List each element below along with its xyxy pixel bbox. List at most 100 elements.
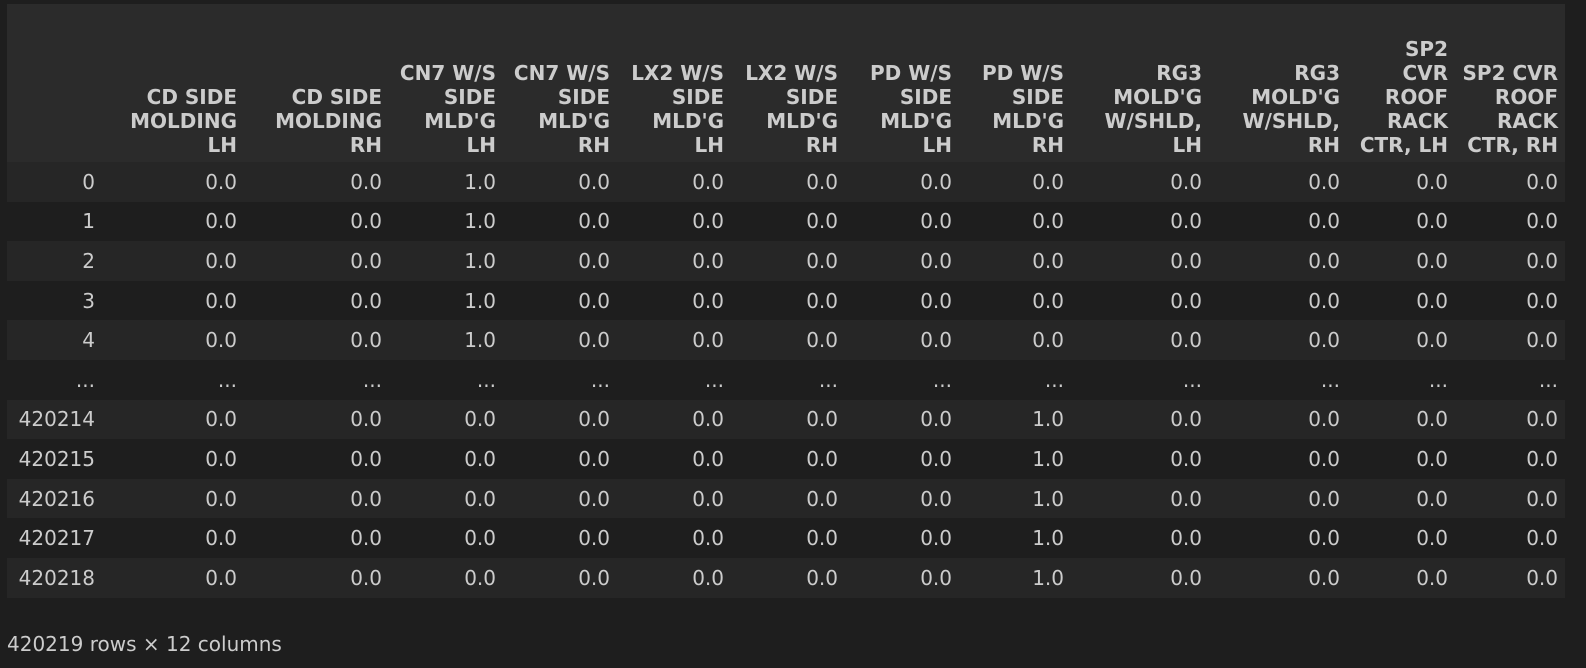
table-row: 420215 0.0 0.0 0.0 0.0 0.0 0.0 0.0 1.0 0.0 0.0 0.0 0… [7, 439, 1565, 479]
table-cell: 0.0 [845, 280, 959, 321]
table-cell: 0.0 [731, 201, 845, 242]
table-cell: 0.0 [617, 162, 731, 202]
table-row: 420217 0.0 0.0 0.0 0.0 0.0 0.0 0.0 1.0 0.0 0.0 0.0 0… [7, 518, 1565, 558]
row-index-cell: 1 [7, 201, 102, 242]
column-header: CN7 W/S SIDE MLD'G RH [503, 4, 617, 162]
table-cell: 0.0 [102, 439, 244, 479]
header-row: CD SIDE MOLDING LH CD SIDE MOLDING RH CN… [7, 4, 1565, 162]
table-cell: 0.0 [845, 557, 959, 598]
table-cell: 0.0 [503, 162, 617, 202]
table-cell: 0.0 [731, 518, 845, 558]
table-cell: 0.0 [389, 557, 503, 598]
table-cell: 0.0 [1071, 201, 1209, 242]
table-cell: 0.0 [1347, 518, 1455, 558]
table-cell: ... [1347, 359, 1455, 400]
table-cell: 0.0 [1071, 320, 1209, 360]
table-cell: 0.0 [617, 439, 731, 479]
dataframe-table: CD SIDE MOLDING LH CD SIDE MOLDING RH CN… [7, 4, 1565, 598]
table-cell: 0.0 [1347, 320, 1455, 360]
table-cell: 0.0 [244, 280, 389, 321]
table-cell: 0.0 [1209, 439, 1347, 479]
table-cell: 1.0 [959, 399, 1071, 440]
table-cell: 0.0 [102, 518, 244, 558]
table-cell: 1.0 [959, 557, 1071, 598]
table-cell: 0.0 [845, 320, 959, 360]
row-index-cell: 420218 [7, 557, 102, 598]
table-cell: 0.0 [1347, 162, 1455, 202]
table-cell: 0.0 [1455, 439, 1565, 479]
row-index-cell: 420217 [7, 518, 102, 558]
table-cell: ... [1071, 359, 1209, 400]
column-header: CD SIDE MOLDING RH [244, 4, 389, 162]
table-cell: 0.0 [503, 320, 617, 360]
dataframe-shape-text: 420219 rows × 12 columns [7, 632, 282, 656]
table-cell: 0.0 [845, 439, 959, 479]
table-cell: 0.0 [1071, 241, 1209, 281]
table-cell: 0.0 [244, 439, 389, 479]
table-cell: 1.0 [389, 320, 503, 360]
table-cell: ... [389, 359, 503, 400]
table-cell: ... [845, 359, 959, 400]
table-cell: 0.0 [959, 320, 1071, 360]
table-cell: 0.0 [1071, 557, 1209, 598]
table-cell: 1.0 [389, 162, 503, 202]
table-cell: 0.0 [731, 162, 845, 202]
table-cell: 0.0 [1455, 162, 1565, 202]
table-row: 420216 0.0 0.0 0.0 0.0 0.0 0.0 0.0 1.0 0.0 0.0 0.0 0… [7, 478, 1565, 519]
column-header: RG3 MOLD'G W/SHLD, LH [1071, 4, 1209, 162]
table-cell: 0.0 [244, 241, 389, 281]
table-cell: 0.0 [1455, 518, 1565, 558]
table-cell: 1.0 [959, 439, 1071, 479]
table-cell: 0.0 [845, 518, 959, 558]
table-cell: 1.0 [389, 280, 503, 321]
table-cell: 0.0 [1209, 320, 1347, 360]
row-index-cell: 420215 [7, 439, 102, 479]
row-index-cell: 0 [7, 162, 102, 202]
table-cell: 0.0 [731, 557, 845, 598]
column-header: CN7 W/S SIDE MLD'G LH [389, 4, 503, 162]
table-cell: 0.0 [1071, 518, 1209, 558]
table-row: 420218 0.0 0.0 0.0 0.0 0.0 0.0 0.0 1.0 0.0 0.0 0.0 0… [7, 557, 1565, 598]
table-cell: 0.0 [1209, 518, 1347, 558]
table-cell: 0.0 [503, 478, 617, 519]
row-index-cell: 420216 [7, 478, 102, 519]
table-cell: 0.0 [959, 280, 1071, 321]
table-cell: 1.0 [959, 518, 1071, 558]
table-cell: 0.0 [389, 439, 503, 479]
table-cell: 0.0 [731, 280, 845, 321]
table-cell: 0.0 [389, 478, 503, 519]
table-cell: 0.0 [1209, 478, 1347, 519]
table-cell: 0.0 [1347, 201, 1455, 242]
table-cell: 0.0 [845, 162, 959, 202]
table-cell: 0.0 [503, 280, 617, 321]
table-cell: 0.0 [1209, 201, 1347, 242]
table-row: ....................................... [7, 359, 1565, 400]
table-cell: ... [959, 359, 1071, 400]
table-cell: 0.0 [1209, 162, 1347, 202]
table-cell: 0.0 [845, 201, 959, 242]
table-cell: 0.0 [617, 518, 731, 558]
table-cell: ... [731, 359, 845, 400]
table-cell: 0.0 [617, 399, 731, 440]
table-row: 420214 0.0 0.0 0.0 0.0 0.0 0.0 0.0 1.0 0.0 0.0 0.0 0… [7, 399, 1565, 440]
table-header: CD SIDE MOLDING LH CD SIDE MOLDING RH CN… [7, 4, 1565, 162]
table-cell: 0.0 [503, 557, 617, 598]
table-cell: ... [102, 359, 244, 400]
table-cell: ... [1455, 359, 1565, 400]
table-cell: 0.0 [731, 399, 845, 440]
table-row: 2 0.0 0.0 1.0 0.0 0.0 0.0 0.0 0.0 0.0 0.0 0.0 0.0 [7, 241, 1565, 281]
column-header: SP2 CVR ROOF RACK CTR, LH [1347, 4, 1455, 162]
table-cell: 0.0 [1455, 280, 1565, 321]
table-cell: 0.0 [1071, 162, 1209, 202]
table-cell: 1.0 [389, 201, 503, 242]
table-cell: 0.0 [1347, 280, 1455, 321]
table-cell: 0.0 [244, 320, 389, 360]
table-cell: 0.0 [1347, 478, 1455, 519]
table-cell: 0.0 [503, 399, 617, 440]
column-header: PD W/S SIDE MLD'G RH [959, 4, 1071, 162]
table-cell: 0.0 [1209, 399, 1347, 440]
dataframe-output: CD SIDE MOLDING LH CD SIDE MOLDING RH CN… [7, 4, 1565, 598]
table-row: 0 0.0 0.0 1.0 0.0 0.0 0.0 0.0 0.0 0.0 0.0 0.0 0.0 [7, 162, 1565, 202]
table-cell: 0.0 [1209, 557, 1347, 598]
column-header: SP2 CVR ROOF RACK CTR, RH [1455, 4, 1565, 162]
